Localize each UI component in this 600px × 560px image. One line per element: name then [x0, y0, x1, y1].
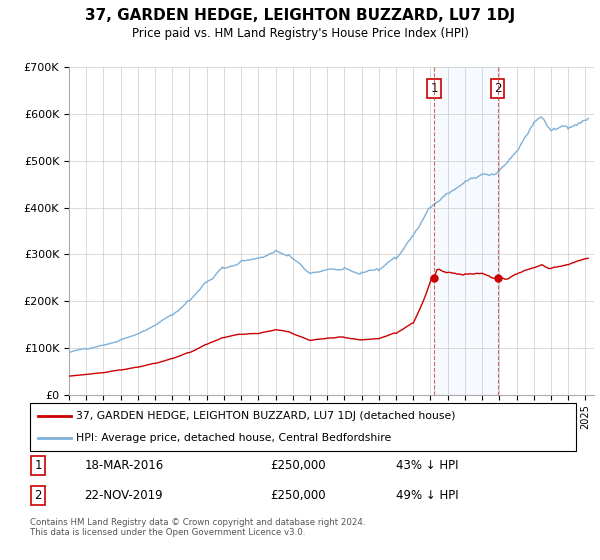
- Text: £250,000: £250,000: [270, 488, 326, 502]
- FancyBboxPatch shape: [30, 403, 576, 451]
- Text: 49% ↓ HPI: 49% ↓ HPI: [396, 488, 458, 502]
- Text: 1: 1: [430, 82, 438, 95]
- Bar: [434, 67, 497, 395]
- Text: 43% ↓ HPI: 43% ↓ HPI: [396, 459, 458, 472]
- Text: 1: 1: [34, 459, 42, 472]
- Text: 37, GARDEN HEDGE, LEIGHTON BUZZARD, LU7 1DJ: 37, GARDEN HEDGE, LEIGHTON BUZZARD, LU7 …: [85, 8, 515, 24]
- Text: £250,000: £250,000: [270, 459, 326, 472]
- Text: HPI: Average price, detached house, Central Bedfordshire: HPI: Average price, detached house, Cent…: [76, 433, 392, 444]
- Text: 37, GARDEN HEDGE, LEIGHTON BUZZARD, LU7 1DJ (detached house): 37, GARDEN HEDGE, LEIGHTON BUZZARD, LU7 …: [76, 410, 456, 421]
- Text: 2: 2: [34, 488, 42, 502]
- Text: 22-NOV-2019: 22-NOV-2019: [85, 488, 163, 502]
- Text: Contains HM Land Registry data © Crown copyright and database right 2024.
This d: Contains HM Land Registry data © Crown c…: [30, 518, 365, 538]
- Text: 18-MAR-2016: 18-MAR-2016: [85, 459, 164, 472]
- Text: Price paid vs. HM Land Registry's House Price Index (HPI): Price paid vs. HM Land Registry's House …: [131, 27, 469, 40]
- Text: 2: 2: [494, 82, 502, 95]
